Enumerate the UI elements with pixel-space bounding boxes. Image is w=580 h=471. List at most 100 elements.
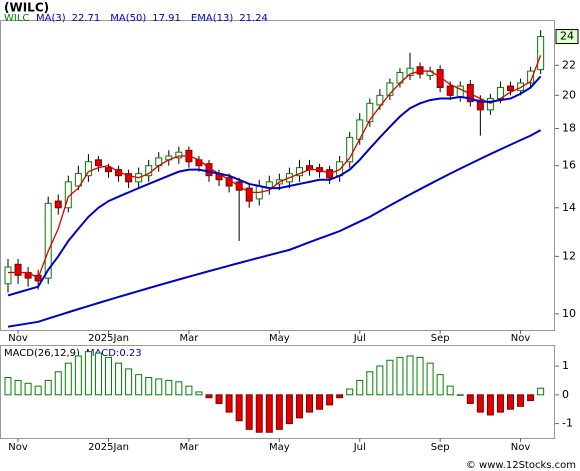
candle-body [366, 102, 374, 123]
macd-bar [316, 394, 324, 410]
candle-body [295, 167, 303, 177]
macd-bar [34, 385, 42, 396]
candle-body [44, 202, 52, 279]
legend-symbol: WILC [4, 13, 29, 24]
macd-bar [285, 394, 293, 425]
y-tick-label: 1 [562, 359, 569, 372]
macd-bar [235, 394, 243, 422]
macd-bar [537, 387, 545, 396]
candle-body [94, 159, 102, 167]
candle-body [84, 161, 92, 177]
legend-value: 17.91 [152, 13, 181, 24]
y-tick-label: -1 [562, 417, 573, 430]
x-tick-label: May [269, 333, 290, 344]
x-tick-label: Nov [511, 442, 531, 453]
price-panel [0, 20, 555, 331]
macd-bar [376, 365, 384, 396]
macd-bar [326, 394, 334, 406]
x-tick-label: Sep [431, 333, 450, 344]
macd-bar [265, 394, 273, 433]
y-tick-label: 18 [562, 122, 576, 135]
x-tick-label: Jul [353, 333, 366, 344]
x-tick-label: 2025Jan [88, 333, 129, 344]
y-tick-label: 16 [562, 159, 576, 172]
macd-bar [476, 394, 484, 413]
candle-body [125, 173, 133, 183]
macd-bar [386, 359, 394, 396]
macd-bar [436, 374, 444, 396]
macd-bar [426, 362, 434, 396]
macd-bar [507, 394, 514, 410]
x-tick-label: Sep [431, 442, 450, 453]
candle-body [54, 200, 62, 209]
x-tick-label: Nov [511, 333, 531, 344]
macd-bar [125, 368, 133, 396]
ma-line [7, 129, 542, 328]
macd-bar [105, 356, 112, 396]
macd-bar [165, 379, 173, 396]
legend-name: MA(3) [36, 13, 66, 24]
candle-body [416, 66, 424, 75]
y-tick-label: 12 [562, 249, 576, 262]
macd-bar [527, 394, 535, 402]
legend-value: 22.71 [72, 13, 101, 24]
macd-bar [346, 388, 354, 396]
macd-bar [336, 394, 344, 399]
macd-bar [456, 394, 464, 396]
macd-bar [275, 394, 283, 430]
macd-bar [245, 394, 253, 430]
macd-bar [446, 385, 454, 396]
x-tick-label: Mar [179, 442, 199, 453]
ma-line [8, 55, 542, 280]
macd-bar [356, 379, 364, 396]
legend-name: EMA(13) [191, 13, 233, 24]
macd-bar [517, 394, 525, 407]
candle-body [14, 263, 22, 276]
macd-panel [0, 345, 555, 439]
x-tick-label: 2025Jan [88, 442, 129, 453]
macd-bar [366, 371, 374, 396]
y-tick-label: 0 [562, 388, 569, 401]
x-tick-label: Jul [353, 442, 366, 453]
x-tick-label: Mar [179, 333, 199, 344]
x-tick-label: Nov [8, 333, 28, 344]
candle-body [486, 98, 494, 111]
macd-bar [175, 381, 183, 396]
y-tick-label: 10 [562, 307, 576, 320]
candle-body [346, 136, 354, 163]
macd-bar [295, 394, 303, 419]
macd-bar [205, 394, 213, 399]
macd-bar [4, 377, 12, 396]
candle-body [105, 167, 112, 173]
macd-bar [145, 377, 153, 396]
macd-bar [185, 385, 193, 396]
macd-bar [135, 374, 143, 396]
candle-body [376, 94, 384, 106]
macd-bar [195, 391, 203, 396]
macd-bar [115, 362, 123, 396]
macd-bar [94, 352, 102, 396]
macd-bar [155, 378, 163, 396]
candle-body [476, 99, 484, 111]
macd-bar [14, 379, 22, 396]
y-tick-label: 14 [562, 201, 576, 214]
macd-last: MACD:0.23 [86, 348, 142, 359]
macd-bar [84, 351, 92, 396]
candle-body [4, 266, 12, 285]
macd-bar [64, 362, 72, 396]
candle-body [527, 70, 535, 84]
macd-bar [44, 379, 52, 396]
macd-bar [486, 394, 494, 416]
candle-body [507, 85, 514, 92]
footer: © www.12Stocks.com [466, 460, 576, 471]
legend-name: MA(50) [110, 13, 146, 24]
x-tick-label: May [269, 442, 290, 453]
y-tick-label: 22 [562, 58, 576, 71]
ma-line [7, 75, 542, 297]
last-price-label: 24 [560, 30, 574, 43]
macd-bar [416, 356, 424, 396]
candle-body [537, 36, 545, 71]
macd-bar [54, 371, 62, 396]
macd-bar [225, 394, 233, 413]
